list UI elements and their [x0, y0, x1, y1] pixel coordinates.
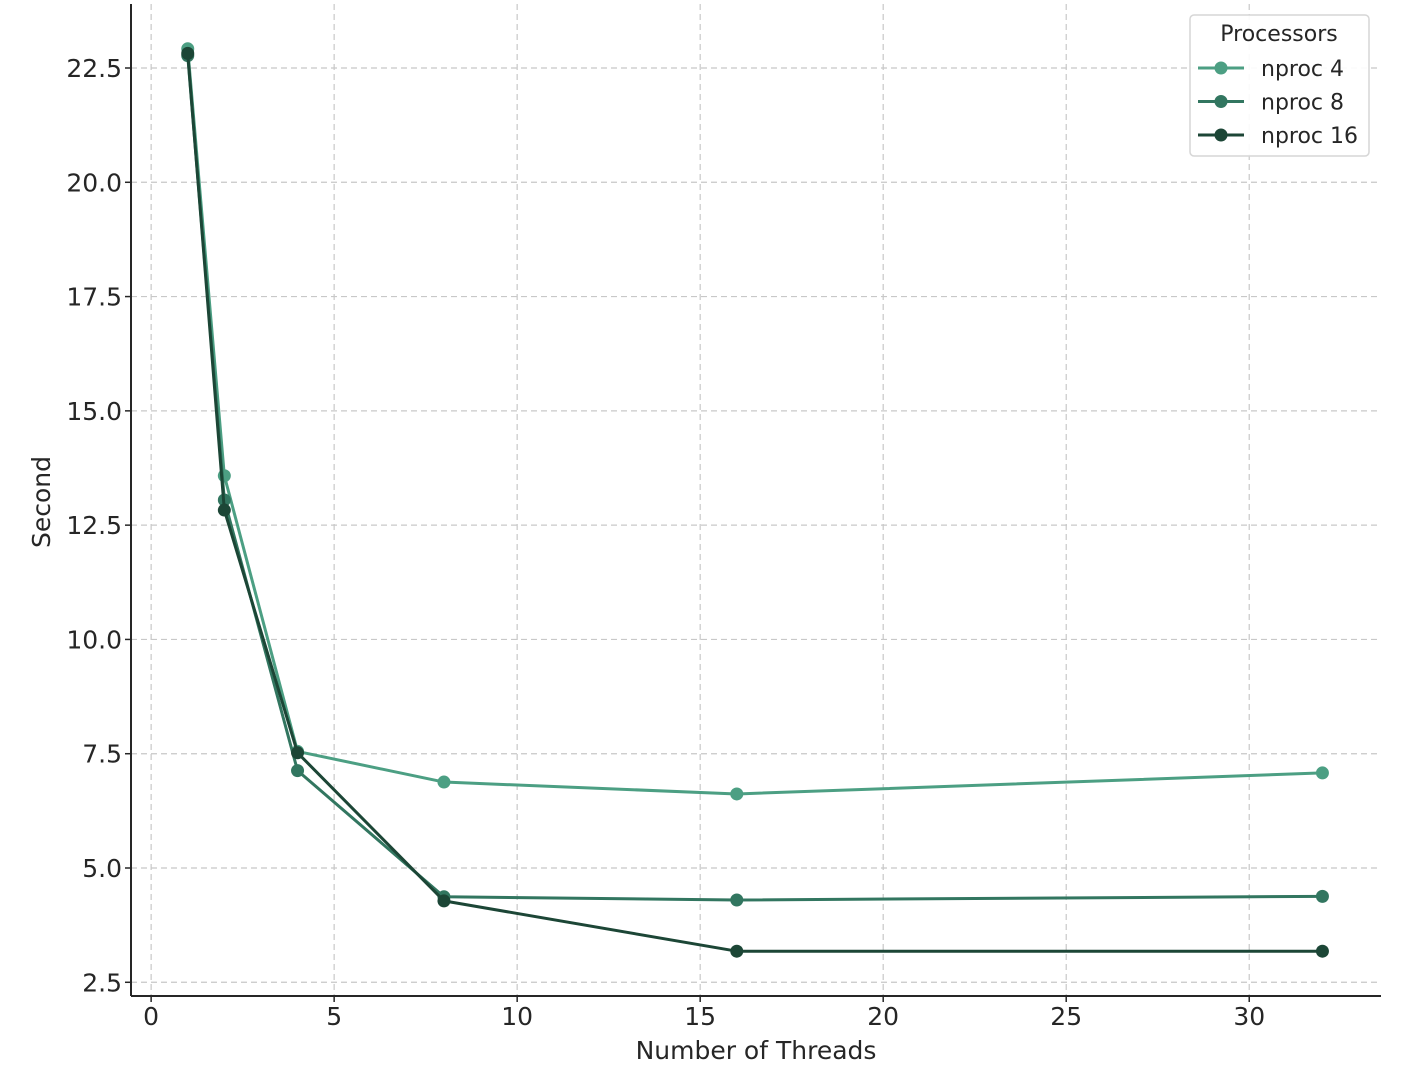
legend-item: nproc 4 — [1198, 57, 1344, 82]
data-point — [217, 503, 231, 517]
y-tick-label: 7.5 — [82, 740, 122, 769]
data-point — [291, 746, 305, 760]
y-tick-label: 5.0 — [82, 854, 122, 883]
x-tick-label: 25 — [1050, 1002, 1082, 1031]
x-ticks: 0 5 10 15 20 25 30 — [143, 996, 1265, 1031]
y-ticks: 2.5 5.0 7.5 10.0 12.5 15.0 17.5 20.0 22.5 — [66, 54, 131, 997]
legend-items: nproc 4 nproc 8 nproc 16 — [1198, 57, 1358, 149]
y-axis-label: Second — [27, 456, 56, 548]
data-point — [437, 775, 451, 789]
x-tick-label: 0 — [143, 1002, 159, 1031]
y-tick-label: 2.5 — [82, 968, 122, 997]
legend-marker — [1214, 128, 1228, 142]
x-tick-label: 30 — [1233, 1002, 1265, 1031]
data-point — [291, 764, 305, 778]
y-tick-label: 17.5 — [66, 283, 122, 312]
x-axis-label: Number of Threads — [636, 1036, 877, 1065]
y-tick-label: 22.5 — [66, 54, 122, 83]
series-line — [186, 51, 1324, 953]
x-tick-label: 15 — [684, 1002, 716, 1031]
series-nproc-16 — [181, 46, 1329, 958]
legend-label: nproc 8 — [1261, 91, 1344, 116]
legend-marker — [1214, 61, 1228, 75]
data-point — [181, 46, 195, 60]
data-point — [1315, 889, 1329, 903]
legend-marker — [1214, 95, 1228, 108]
x-tick-label: 5 — [326, 1002, 342, 1031]
legend-label: nproc 16 — [1261, 124, 1358, 149]
series — [181, 42, 1329, 958]
data-point — [730, 787, 744, 801]
y-tick-label: 15.0 — [66, 397, 122, 426]
data-point — [1315, 766, 1329, 780]
legend: Processors nproc 4 nproc 8 nproc 16 — [1189, 14, 1370, 157]
data-point — [730, 944, 744, 958]
legend-title: Processors — [1220, 22, 1337, 47]
legend-label: nproc 4 — [1261, 57, 1344, 82]
series-line — [186, 47, 1324, 796]
grid — [131, 4, 1381, 996]
legend-frame — [1189, 14, 1370, 157]
axes — [130, 4, 1381, 997]
data-point — [730, 893, 744, 907]
y-tick-label: 20.0 — [66, 168, 122, 197]
series-nproc-4 — [181, 42, 1329, 801]
y-tick-label: 10.0 — [66, 625, 122, 654]
data-point — [437, 894, 451, 908]
x-tick-label: 10 — [501, 1002, 533, 1031]
legend-item: nproc 8 — [1198, 91, 1344, 116]
data-point — [1315, 944, 1329, 958]
y-tick-label: 12.5 — [66, 511, 122, 540]
x-tick-label: 20 — [867, 1002, 899, 1031]
legend-item: nproc 16 — [1198, 124, 1358, 149]
